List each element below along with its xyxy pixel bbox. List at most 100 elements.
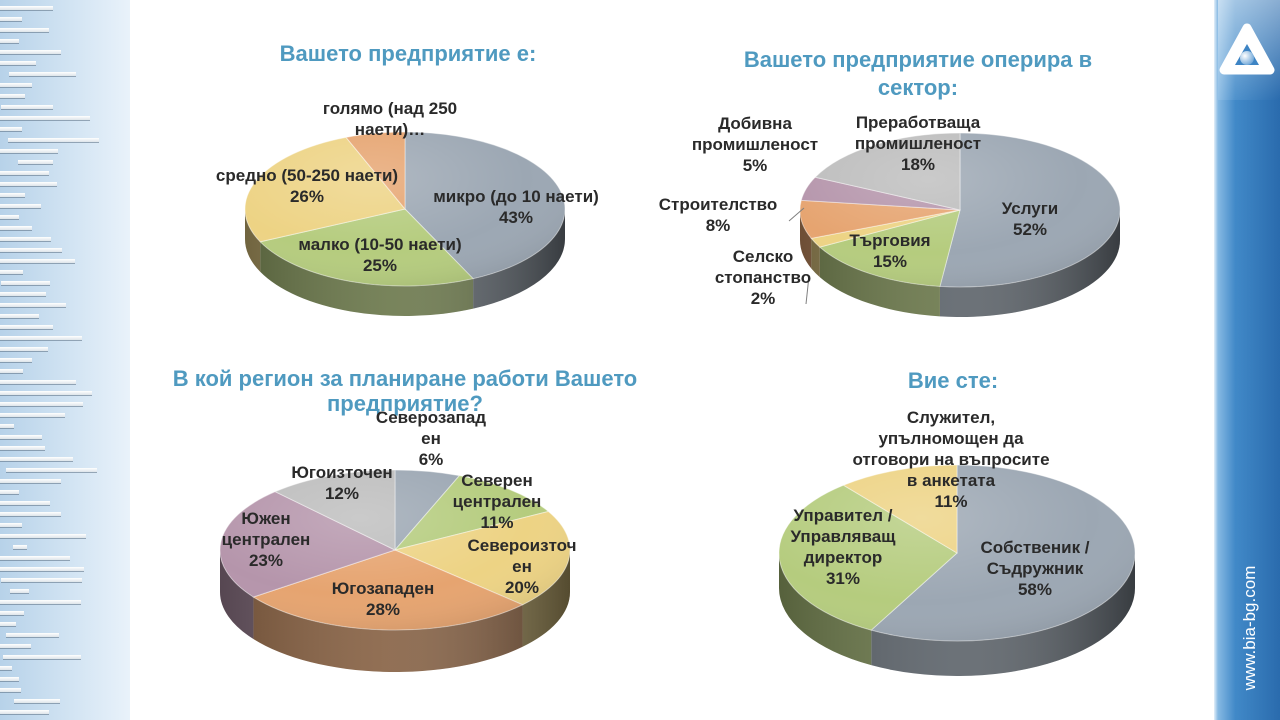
slice-value-label: 12%: [324, 483, 360, 503]
slice-category-label: Южен централен: [221, 508, 311, 549]
decorative-stripe: [0, 325, 53, 329]
decorative-stripe: [0, 358, 32, 362]
slice-category-label: микро (до 10 наети): [433, 186, 599, 206]
decorative-stripe: [13, 545, 27, 549]
pie-2-label-4: Строителство 8%: [659, 194, 778, 236]
decorative-stripe: [0, 28, 49, 32]
decorative-stripe: [10, 589, 29, 593]
pie-1-label-1: микро (до 10 наети) 43%: [433, 186, 599, 228]
decorative-stripe: [0, 182, 57, 186]
slice-category-label: Югоизточен: [291, 462, 393, 482]
decorative-stripe: [0, 50, 61, 54]
pie-3-label-4: Югозападен 28%: [332, 578, 434, 620]
chart-3-title: В кой регион за планиране работи Вашето …: [172, 366, 638, 416]
decorative-stripe: [0, 17, 22, 21]
decorative-stripe: [0, 61, 36, 65]
decorative-stripe: [0, 391, 92, 395]
slice-value-label: 20%: [504, 577, 540, 597]
decorative-stripe: [3, 655, 81, 659]
decorative-stripe: [0, 490, 19, 494]
decorative-stripe: [0, 193, 25, 197]
decorative-stripe: [0, 523, 22, 527]
pie-1-label-4: голямо (над 250 наети)…: [323, 98, 457, 140]
slice-value-label: 8%: [705, 215, 731, 235]
pie-4-label-2: Управител / Управляващ директор 31%: [790, 505, 895, 589]
decorative-stripe: [0, 314, 39, 318]
decorative-stripe: [0, 94, 25, 98]
slice-value-label: 58%: [1017, 579, 1053, 599]
slice-category-label: Търговия: [849, 230, 931, 250]
decorative-stripe: [0, 424, 14, 428]
decorative-stripe: [0, 600, 81, 604]
decorative-stripe: [1, 105, 53, 109]
slice-category-label: Управител / Управляващ директор: [790, 505, 896, 567]
decorative-stripe: [0, 149, 58, 153]
decorative-stripe: [0, 556, 70, 560]
decorative-stripe: [14, 699, 60, 703]
decorative-stripe: [1, 281, 50, 285]
chart-1-title: Вашето предприятие е:: [279, 41, 537, 66]
slice-value-label: 2%: [750, 288, 776, 308]
pie-3-label-3: Североизточ ен 20%: [467, 535, 576, 598]
slice-category-label: средно (50-250 наети): [215, 165, 399, 185]
slice-value-label: 11%: [934, 491, 968, 511]
decorative-stripe: [0, 446, 45, 450]
pie-1-label-3: средно (50-250 наети) 26%: [216, 165, 398, 207]
pie-4-label-3: Служител, упълномощен да отговори на въп…: [852, 407, 1049, 512]
slice-value-label: 25%: [362, 255, 398, 275]
decorative-stripe: [0, 644, 31, 648]
pie-2-label-2: Търговия 15%: [849, 230, 930, 272]
decorative-stripe: [0, 116, 90, 120]
slice-category-label: Северен централен: [452, 470, 542, 511]
slice-value-label: 6%: [418, 449, 444, 469]
decorative-stripe: [0, 369, 23, 373]
slice-value-label: 52%: [1012, 219, 1048, 239]
decorative-stripe: [0, 83, 32, 87]
decorative-stripe: [0, 204, 41, 208]
pie-4-label-1: Собственик / Съдружник 58%: [980, 537, 1089, 600]
decorative-stripe: [0, 248, 62, 252]
decorative-stripe: [1, 578, 82, 582]
pie-1-label-2: малко (10-50 наети) 25%: [298, 234, 461, 276]
decorative-stripe: [0, 666, 12, 670]
decorative-stripe: [0, 6, 53, 10]
decorative-stripe: [0, 622, 16, 626]
slice-category-label: Строителство: [658, 194, 778, 214]
slice-category-label: голямо (над 250 наети)…: [322, 98, 458, 139]
slice-category-label: Селско стопанство: [714, 246, 812, 287]
decorative-stripe: [18, 160, 53, 164]
slice-category-label: Услуги: [1001, 198, 1059, 218]
decorative-stripe: [0, 303, 66, 307]
slice-value-label: 43%: [498, 207, 534, 227]
pie-2-leader-line-1: [805, 275, 810, 305]
pie-2-label-6: Преработваща промишленост 18%: [855, 112, 981, 175]
decorative-stripe: [0, 688, 21, 692]
decorative-stripe: [0, 512, 61, 516]
slice-value-label: 26%: [289, 186, 325, 206]
slice-category-label: Северозапад ен: [375, 407, 487, 448]
decorative-stripe: [0, 171, 49, 175]
decorative-stripe: [0, 215, 19, 219]
chart-2-title: Вашето предприятие оперира в сектор:: [743, 47, 1093, 100]
chart-4-title: Вие сте:: [907, 368, 999, 393]
decorative-stripe: [9, 72, 76, 76]
slice-value-label: 28%: [365, 599, 401, 619]
pie-2-label-5: Добивна промишленост 5%: [692, 113, 818, 176]
decorative-stripe: [0, 534, 86, 538]
slice-category-label: Югозападен: [331, 578, 435, 598]
decorative-stripe: [8, 138, 99, 142]
decorative-stripe-band: [0, 0, 130, 720]
slice-category-label: Служител, упълномощен да отговори на въп…: [852, 407, 1050, 490]
pie-2-label-3: Селско стопанство 2%: [715, 246, 811, 309]
pie-3-label-1: Северозапад ен 6%: [376, 407, 486, 470]
decorative-stripe: [0, 413, 65, 417]
slice-value-label: 23%: [248, 550, 284, 570]
slice-category-label: Преработваща промишленост: [854, 112, 982, 153]
slice-value-label: 5%: [742, 155, 768, 175]
pie-2-label-1: Услуги 52%: [1002, 198, 1059, 240]
decorative-stripe: [0, 479, 61, 483]
logo-sphere: [1240, 51, 1254, 65]
decorative-stripe: [0, 39, 19, 43]
